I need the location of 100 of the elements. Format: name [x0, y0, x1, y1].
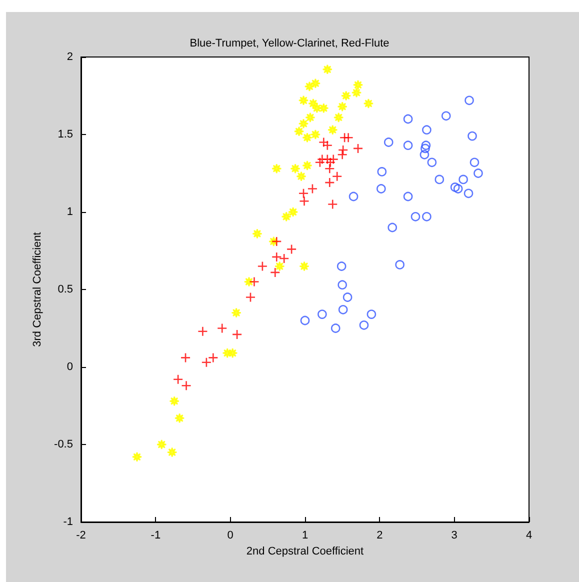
- point: [338, 305, 348, 314]
- point: [464, 188, 474, 198]
- point: [270, 267, 280, 278]
- point: [232, 329, 242, 340]
- point: [403, 140, 413, 150]
- point: [352, 143, 364, 154]
- point: [318, 310, 327, 319]
- point: [420, 150, 430, 160]
- point: [388, 222, 398, 232]
- point: [333, 112, 344, 123]
- point: [312, 103, 322, 114]
- y-tick-label: 1: [66, 206, 73, 218]
- point: [377, 167, 387, 176]
- point: [286, 244, 297, 254]
- point: [366, 310, 376, 319]
- point: [132, 452, 142, 462]
- point: [376, 184, 386, 194]
- point: [468, 131, 477, 141]
- point: [245, 292, 256, 302]
- point: [278, 253, 290, 264]
- point: [322, 140, 333, 150]
- point: [307, 184, 318, 194]
- point: [453, 184, 463, 194]
- point: [299, 261, 310, 272]
- chart-title: Blue-Trumpet, Yellow-Clarinet, Red-Flute: [190, 38, 390, 50]
- point: [290, 163, 300, 174]
- point: [252, 228, 262, 239]
- point: [166, 447, 178, 458]
- point: [458, 174, 468, 184]
- point: [338, 280, 347, 290]
- point: [281, 212, 292, 222]
- point: [470, 158, 480, 168]
- x-axis-title: 2nd Cepstral Coefficient: [246, 546, 364, 558]
- point: [340, 90, 352, 101]
- point: [305, 112, 316, 123]
- point: [299, 196, 310, 206]
- x-tick-label: 3: [451, 530, 458, 542]
- point: [330, 324, 340, 333]
- point: [298, 95, 309, 106]
- point: [351, 88, 362, 98]
- y-tick-label: 1.5: [58, 128, 73, 140]
- point: [450, 182, 460, 192]
- point: [421, 140, 431, 150]
- point: [298, 118, 309, 129]
- point: [422, 212, 432, 222]
- point: [310, 129, 321, 140]
- point: [198, 326, 208, 336]
- point: [322, 64, 333, 75]
- point: [403, 192, 413, 202]
- point: [410, 212, 420, 222]
- point: [274, 261, 285, 272]
- point: [271, 163, 282, 174]
- point: [201, 357, 212, 368]
- point: [296, 171, 306, 182]
- point: [342, 292, 352, 302]
- x-tick-label: 4: [526, 530, 532, 542]
- point: [302, 160, 312, 171]
- point: [434, 174, 444, 184]
- point: [343, 132, 354, 143]
- point: [464, 96, 474, 106]
- point: [288, 206, 298, 218]
- point: [348, 192, 358, 202]
- point: [314, 157, 326, 168]
- point: [249, 276, 260, 287]
- point: [336, 262, 346, 271]
- point: [317, 154, 328, 164]
- point: [294, 126, 304, 137]
- point: [172, 374, 184, 385]
- point: [208, 352, 218, 363]
- point: [359, 320, 369, 330]
- point: [174, 413, 185, 424]
- x-tick-label: -1: [150, 530, 161, 542]
- y-axis-title: 3rd Cepstral Coefficient: [32, 232, 44, 347]
- x-tick-label: -2: [76, 530, 86, 542]
- point: [156, 439, 167, 450]
- point: [231, 308, 242, 318]
- y-tick-label: 2: [66, 51, 73, 63]
- point: [328, 154, 339, 164]
- point: [337, 150, 348, 160]
- point: [298, 188, 309, 199]
- point: [302, 132, 312, 143]
- point: [324, 163, 335, 174]
- point: [427, 158, 437, 168]
- point: [180, 352, 191, 363]
- x-tick-label: 1: [302, 530, 308, 542]
- y-tick-label: -0.5: [54, 438, 73, 450]
- point: [422, 125, 432, 134]
- point: [304, 81, 315, 92]
- y-tick-label: 0: [66, 361, 73, 373]
- point: [300, 316, 310, 326]
- x-tick-label: 0: [227, 530, 234, 542]
- point: [441, 111, 451, 121]
- point: [257, 261, 268, 272]
- point: [216, 323, 228, 334]
- point: [352, 80, 364, 90]
- y-tick-label: -1: [63, 516, 73, 528]
- point: [474, 168, 483, 178]
- point: [337, 101, 348, 112]
- point: [271, 236, 282, 247]
- point: [271, 252, 282, 262]
